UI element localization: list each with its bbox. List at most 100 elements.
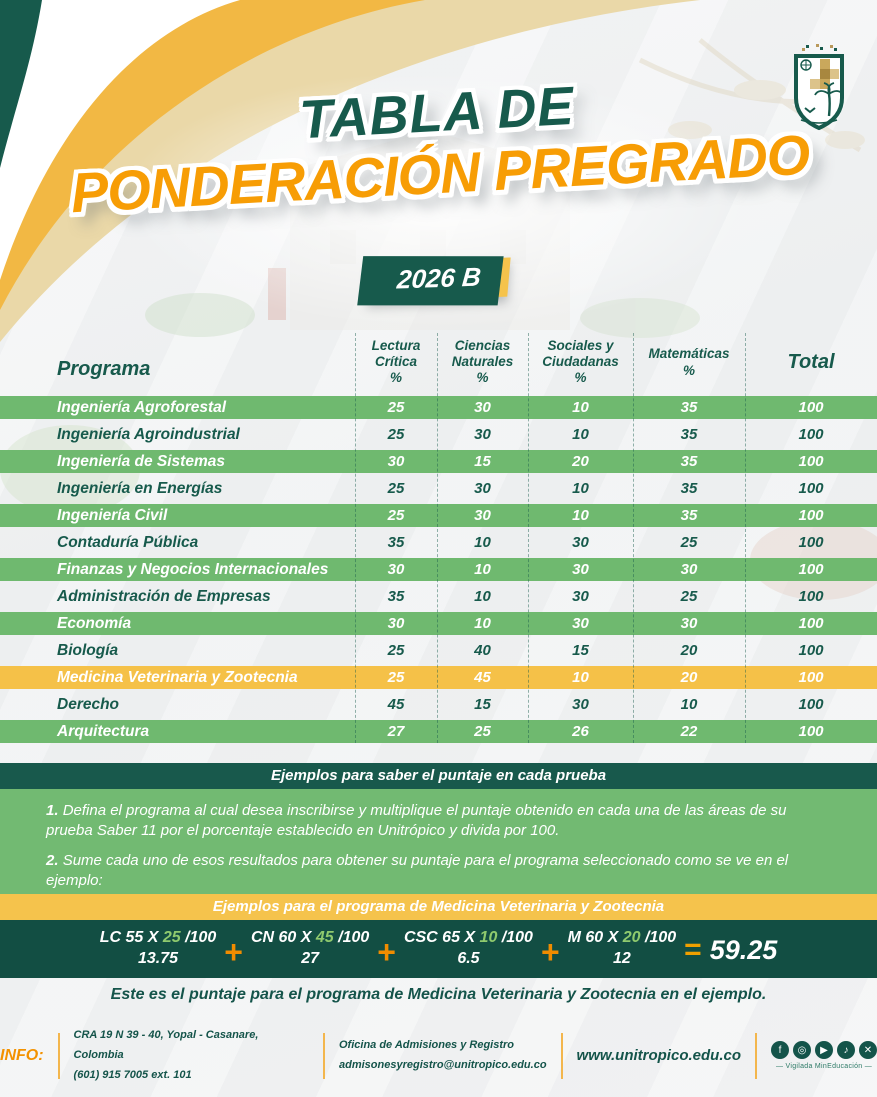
formula-result: 12	[612, 950, 631, 967]
total-cell: 100	[798, 426, 824, 443]
vigilada-note: — Vigilada MinEducación —	[775, 1063, 873, 1071]
equals-sign: =	[684, 933, 702, 966]
address-line: CRA 19 N 39 - 40, Yopal - Casanare, Colo…	[73, 1029, 259, 1061]
score-cell: 25	[387, 480, 405, 497]
score-cell: 35	[680, 480, 698, 497]
youtube-icon[interactable]: ▶	[815, 1041, 833, 1060]
score-cell: 35	[387, 534, 405, 551]
score-cell: 25	[680, 534, 698, 551]
total-cell: 100	[798, 453, 824, 470]
score-cell: 15	[474, 453, 491, 470]
score-cell: 35	[680, 426, 698, 443]
ponderacion-table: Programa Lectura Crítica % Ciencias Natu…	[0, 330, 877, 747]
table-body: Ingeniería Agroforestal 25 30 10 35 100 Ingeni…	[0, 396, 877, 743]
examples-header-bar: Ejemplos para saber el puntaje en cada p…	[0, 763, 877, 789]
column-label: Sociales y Ciudadanas	[542, 338, 619, 369]
program-name: Derecho	[57, 695, 120, 713]
social-block: f ◎ ▶ ♪ ✕ — Vigilada MinEducación —	[771, 1041, 877, 1070]
formula-percentage: 20	[622, 929, 641, 947]
score-cell: 25	[387, 399, 405, 416]
program-name: Medicina Veterinaria y Zootecnia	[57, 668, 298, 686]
program-name: Economía	[57, 614, 132, 632]
score-cell: 10	[572, 426, 589, 443]
plus-sign: +	[377, 934, 396, 971]
total-cell: 100	[798, 696, 824, 713]
formula-term: CN 60 X 45 /100 27	[251, 928, 369, 970]
score-cell: 45	[387, 696, 405, 713]
formula-percentage: 45	[315, 929, 334, 947]
website-link[interactable]: www.unitropico.edu.co	[576, 1047, 741, 1065]
step-2-text: Sume cada uno de esos resultados para ob…	[46, 851, 789, 889]
column-divider	[633, 333, 634, 743]
score-cell: 25	[387, 426, 405, 443]
formula-expression: LC 55 X 25 /100	[100, 928, 217, 949]
score-cell: 35	[680, 453, 698, 470]
score-cell: 30	[387, 453, 405, 470]
table-row: Ingeniería Agroforestal 25 30 10 35 100	[0, 396, 877, 419]
formula-term: M 60 X 20 /100 12	[568, 928, 677, 970]
program-name: Contaduría Pública	[57, 533, 199, 551]
total-cell: 100	[798, 588, 824, 605]
address-block: CRA 19 N 39 - 40, Yopal - Casanare, Colo…	[74, 1026, 309, 1085]
footer-divider	[560, 1032, 563, 1079]
column-divider	[437, 333, 438, 743]
formula-prefix: LC 55 X	[99, 929, 163, 947]
formula-prefix: CSC 65 X	[403, 929, 480, 947]
table-row: Ingeniería en Energías 25 30 10 35 100	[0, 477, 877, 500]
score-cell: 10	[572, 507, 589, 524]
formula-term: CSC 65 X 10 /100 6.5	[404, 928, 533, 970]
crown-dots	[802, 44, 837, 51]
footer-divider	[57, 1032, 60, 1079]
score-cell: 35	[387, 588, 405, 605]
program-name: Ingeniería Agroforestal	[57, 398, 227, 416]
program-name: Arquitectura	[57, 722, 150, 740]
email-link[interactable]: admisonesyregistro@unitropico.edu.co	[339, 1058, 547, 1071]
formula-suffix: /100	[497, 929, 533, 947]
score-cell: 25	[474, 723, 491, 740]
formula-result: 6.5	[457, 950, 480, 967]
program-name: Ingeniería de Sistemas	[57, 452, 225, 470]
score-cell: 30	[474, 399, 491, 416]
info-label: INFO:	[0, 1046, 44, 1064]
column-unit: %	[574, 370, 587, 386]
formula-percentage: 25	[162, 929, 181, 947]
tiktok-icon[interactable]: ♪	[837, 1041, 855, 1060]
score-cell: 20	[680, 642, 698, 659]
formula-expression: M 60 X 20 /100	[568, 928, 677, 949]
column-label: Ciencias Naturales	[451, 338, 514, 369]
column-unit: %	[389, 370, 402, 386]
program-name: Ingeniería Agroindustrial	[57, 425, 240, 443]
formula-suffix: /100	[333, 929, 370, 947]
column-header-total: Total	[787, 350, 835, 373]
score-cell: 25	[387, 669, 405, 686]
program-name: Administración de Empresas	[57, 587, 271, 605]
program-example-header-bar: Ejemplos para el programa de Medicina Ve…	[0, 894, 877, 920]
examples-steps-panel: 1. Defina el programa al cual desea insc…	[0, 789, 877, 894]
column-divider	[355, 333, 356, 743]
score-cell: 10	[572, 669, 589, 686]
total-cell: 100	[798, 723, 824, 740]
column-header-ciencias-naturales: Ciencias Naturales %	[437, 338, 528, 385]
admissions-block: Oficina de Admisiones y Registro admison…	[339, 1036, 547, 1076]
table-row: Medicina Veterinaria y Zootecnia 25 45 10 20…	[0, 666, 877, 689]
step-1: 1. Defina el programa al cual desea insc…	[46, 801, 831, 841]
formula-expression: CN 60 X 45 /100	[251, 928, 369, 949]
office-line: Oficina de Admisiones y Registro	[339, 1038, 515, 1051]
facebook-icon[interactable]: f	[771, 1041, 789, 1060]
table-row: Ingeniería Agroindustrial 25 30 10 35 100	[0, 423, 877, 446]
footer: INFO: CRA 19 N 39 - 40, Yopal - Casanare…	[0, 1026, 877, 1085]
formula-prefix: CN 60 X	[250, 929, 316, 947]
formula-expression: CSC 65 X 10 /100	[404, 928, 533, 949]
plus-sign: +	[540, 934, 560, 971]
table-row: Economía 30 10 30 30 100	[0, 612, 877, 635]
table-header-row: Programa Lectura Crítica % Ciencias Natu…	[0, 330, 877, 394]
instagram-icon[interactable]: ◎	[793, 1041, 811, 1060]
score-cell: 30	[680, 615, 698, 632]
social-icons: f ◎ ▶ ♪ ✕	[771, 1041, 877, 1060]
x-icon[interactable]: ✕	[859, 1041, 877, 1060]
formula-result: 13.75	[137, 950, 179, 967]
score-cell: 35	[680, 399, 698, 416]
program-name: Ingeniería en Energías	[57, 479, 223, 497]
column-header-lectura-critica: Lectura Crítica %	[355, 338, 437, 385]
